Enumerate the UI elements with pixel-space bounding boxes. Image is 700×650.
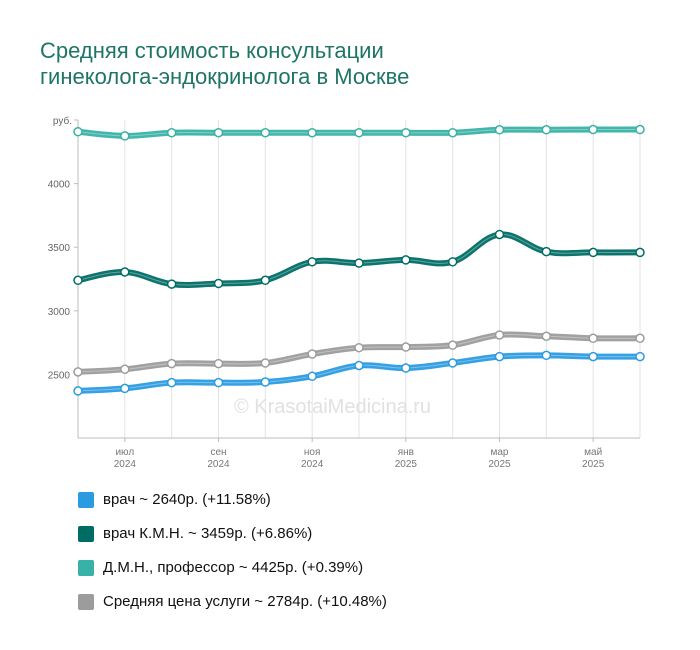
x-tick-month-2024-06: июл [115, 447, 134, 458]
legend-item-candidate[interactable]: врач К.М.Н. ~ 3459р. (+6.86%) [78, 522, 638, 545]
series-3-point-9 [494, 351, 505, 362]
series-0-point-0 [73, 126, 83, 137]
y-unit-label: руб. [53, 115, 72, 127]
series-2-point-5 [307, 349, 317, 359]
series-0-point-1 [120, 131, 130, 141]
legend-label-average: Средняя цена услуги ~ 2784р. (+10.48%) [103, 593, 387, 610]
series-1-point-9 [494, 229, 505, 240]
series-0-point-5 [307, 127, 317, 138]
series-1-point-7 [401, 255, 411, 265]
series-2-point-7 [401, 342, 411, 352]
series-1-point-2 [166, 279, 177, 289]
chart-title-line-2: гинеколога-эндокринолога в Москве [40, 64, 410, 89]
series-1-point-1 [120, 267, 130, 277]
series-1-point-4 [260, 275, 271, 286]
series-1-point-6 [354, 258, 364, 268]
series-2-point-12 [635, 333, 645, 344]
series-3-point-12 [635, 351, 645, 362]
legend: врач ~ 2640р. (+11.58%) врач К.М.Н. ~ 34… [78, 488, 638, 624]
series-1-point-10 [541, 246, 552, 257]
series-3-point-8 [447, 358, 458, 368]
series-3-point-11 [588, 351, 598, 362]
series-2-point-2 [166, 358, 177, 369]
x-tick-year-2025-04: 2025 [582, 459, 605, 470]
legend-label-doctor: врач ~ 2640р. (+11.58%) [103, 491, 271, 508]
series-0-point-10 [541, 125, 552, 135]
x-tick-month-2024-12: янв [398, 447, 414, 458]
series-3-point-10 [541, 350, 552, 361]
series-0-point-8 [447, 127, 458, 138]
series-1-point-11 [588, 247, 598, 258]
x-tick-month-2024-08: сен [210, 447, 226, 458]
series-2-point-0 [73, 367, 83, 377]
x-tick-year-2024-08: 2024 [207, 459, 230, 470]
legend-item-doctor[interactable]: врач ~ 2640р. (+11.58%) [78, 488, 638, 511]
x-tick-month-2025-02: мар [491, 447, 509, 458]
y-tick-label-3000: 3000 [48, 307, 71, 318]
legend-swatch-professor [78, 559, 94, 576]
series-1-point-12 [635, 247, 645, 258]
series-3-point-6 [354, 360, 364, 371]
series-0-point-6 [354, 127, 364, 138]
series-2-point-10 [541, 331, 552, 341]
series-2-point-3 [213, 358, 224, 369]
x-tick-year-2024-10: 2024 [301, 459, 324, 470]
series-1-point-0 [73, 275, 83, 286]
legend-swatch-candidate [78, 525, 94, 542]
series-3-point-3 [213, 377, 224, 388]
chart-title: Средняя стоимость консультации гинеколог… [40, 38, 660, 90]
legend-label-candidate: врач К.М.Н. ~ 3459р. (+6.86%) [103, 525, 313, 542]
series-2-point-1 [120, 364, 130, 375]
series-0-point-9 [494, 125, 505, 135]
series-0-point-7 [401, 127, 411, 138]
legend-item-average[interactable]: Средняя цена услуги ~ 2784р. (+10.48%) [78, 590, 638, 613]
series-1-point-3 [213, 278, 224, 289]
legend-label-professor: Д.М.Н., профессор ~ 4425р. (+0.39%) [103, 559, 364, 576]
series-2-point-6 [354, 342, 364, 353]
x-tick-month-2024-10: ноя [304, 447, 321, 458]
series-0-point-3 [213, 127, 224, 138]
series-1-point-8 [447, 257, 458, 267]
series-1-point-5 [307, 257, 317, 267]
series-3-point-2 [166, 377, 177, 388]
series-2-point-9 [494, 330, 505, 340]
legend-item-professor[interactable]: Д.М.Н., профессор ~ 4425р. (+0.39%) [78, 556, 638, 579]
series-0-point-2 [166, 127, 177, 138]
series-3-point-1 [120, 383, 130, 394]
x-tick-year-2025-02: 2025 [488, 459, 511, 470]
series-3-point-7 [401, 363, 411, 373]
series-3-point-5 [307, 371, 317, 382]
series-0-point-12 [635, 124, 645, 135]
series-2-point-11 [588, 333, 598, 344]
series-3-point-4 [260, 377, 271, 387]
watermark: © KrasotaiMedicina.ru [234, 396, 432, 418]
y-tick-label-3500: 3500 [48, 243, 71, 254]
series-0-point-11 [588, 124, 598, 135]
x-tick-year-2024-12: 2025 [395, 459, 418, 470]
x-tick-month-2025-04: май [584, 447, 602, 458]
series-3-point-0 [73, 386, 83, 396]
x-tick-year-2024-06: 2024 [114, 459, 137, 470]
legend-swatch-doctor [78, 491, 94, 508]
y-tick-label-2500: 2500 [48, 370, 71, 381]
chart-title-line-1: Средняя стоимость консультации [40, 38, 384, 63]
series-0-point-4 [260, 127, 271, 138]
series-2-point-4 [260, 358, 271, 368]
legend-swatch-average [78, 593, 94, 610]
series-2-point-8 [447, 340, 458, 350]
y-tick-label-4000: 4000 [48, 180, 71, 191]
